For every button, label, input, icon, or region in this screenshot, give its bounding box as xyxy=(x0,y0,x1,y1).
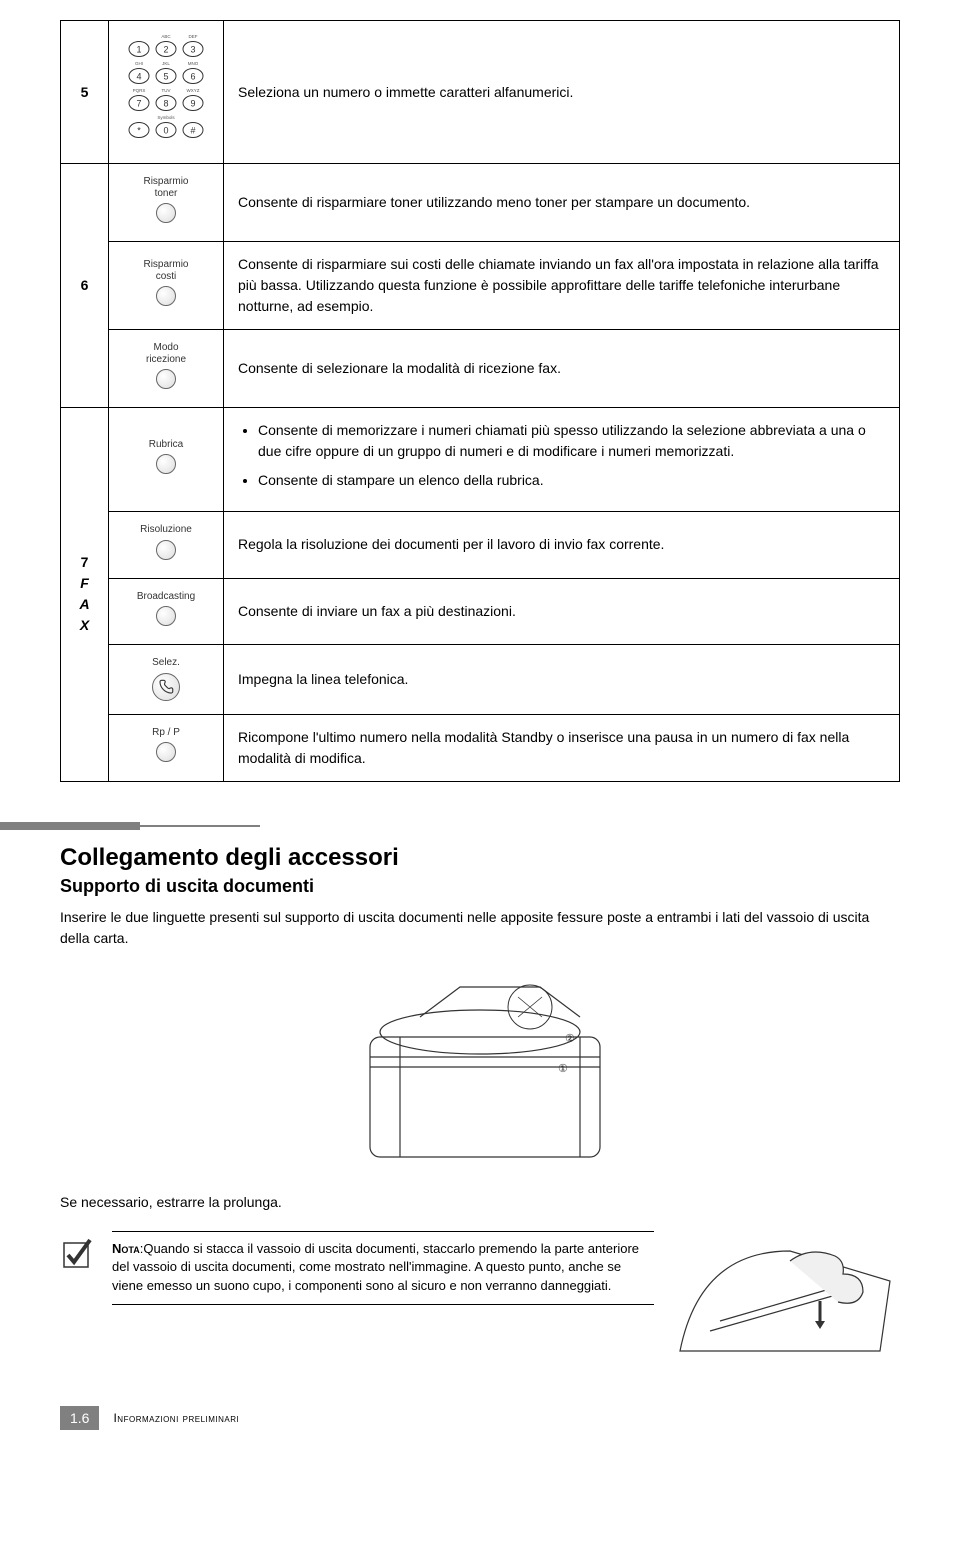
row-description: Seleziona un numero o immette caratteri … xyxy=(224,21,900,164)
note-label: Nota xyxy=(112,1241,140,1256)
row-description: Consente di risparmiare sui costi delle … xyxy=(224,242,900,330)
page-number: 1.6 xyxy=(60,1406,99,1430)
table-row: Rp / P Ricompone l'ultimo numero nella m… xyxy=(61,714,900,781)
svg-text:DEF: DEF xyxy=(189,34,198,39)
button-circle-icon xyxy=(156,454,176,474)
svg-text:PQRS: PQRS xyxy=(133,88,146,93)
button-circle-icon xyxy=(156,742,176,762)
icon-label: Broadcasting xyxy=(123,591,209,603)
table-row: Modoricezione Consente di selezionare la… xyxy=(61,330,900,408)
detach-illustration xyxy=(670,1231,900,1366)
table-row: Broadcasting Consente di inviare un fax … xyxy=(61,578,900,645)
row-group-label: 7 F A X xyxy=(61,408,109,782)
row-description: Ricompone l'ultimo numero nella modalità… xyxy=(224,714,900,781)
button-icon-cell: Risparmiocosti xyxy=(109,242,224,330)
svg-text:6: 6 xyxy=(190,72,195,82)
svg-text:#: # xyxy=(190,126,195,136)
section-divider xyxy=(0,822,300,830)
note-text: Nota:Quando si stacca il vassoio di usci… xyxy=(112,1231,654,1306)
phone-icon xyxy=(152,673,180,701)
row-number: 5 xyxy=(61,21,109,164)
table-row: Selez. Impegna la linea telefonica. xyxy=(61,645,900,715)
svg-text:②: ② xyxy=(565,1033,575,1045)
chapter-name: Informazioni preliminari xyxy=(113,1411,239,1425)
button-circle-icon xyxy=(156,203,176,223)
svg-text:0: 0 xyxy=(163,126,168,136)
page-footer: 1.6 Informazioni preliminari xyxy=(60,1406,900,1430)
section-title: Collegamento degli accessori xyxy=(60,844,900,872)
svg-text:*: * xyxy=(137,126,141,136)
button-circle-icon xyxy=(156,540,176,560)
svg-text:3: 3 xyxy=(190,45,195,55)
icon-label: Risparmiocosti xyxy=(123,259,209,282)
row-description: Consente di risparmiare toner utilizzand… xyxy=(224,164,900,242)
button-circle-icon xyxy=(156,606,176,626)
icon-label: Rubrica xyxy=(123,439,209,451)
row-description: Impegna la linea telefonica. xyxy=(224,645,900,715)
svg-text:WXYZ: WXYZ xyxy=(187,88,200,93)
svg-text:JKL: JKL xyxy=(162,61,170,66)
svg-text:5: 5 xyxy=(163,72,168,82)
printer-illustration: ① ② xyxy=(60,967,900,1172)
button-circle-icon xyxy=(156,286,176,306)
button-circle-icon xyxy=(156,369,176,389)
list-item: Consente di memorizzare i numeri chiamat… xyxy=(258,420,885,462)
table-row: 6 Risparmiotoner Consente di risparmiare… xyxy=(61,164,900,242)
svg-text:GHI: GHI xyxy=(135,61,143,66)
button-icon-cell: Rp / P xyxy=(109,714,224,781)
subsection-title: Supporto di uscita documenti xyxy=(60,876,900,897)
svg-text:①: ① xyxy=(558,1063,568,1075)
keypad-icon: 1 ABC 2 DEF 3 GHI 4 JKL 5 MNO 6 PQRS 7 TUV 8 WXYZ 9 * Symb… xyxy=(109,21,224,164)
svg-text:TUV: TUV xyxy=(162,88,171,93)
svg-text:ABC: ABC xyxy=(161,34,171,39)
table-row: 5 1 ABC 2 DEF 3 GHI 4 JKL 5 MNO 6 PQRS 7 TUV 8 WXYZ 9 * Sy… xyxy=(61,21,900,164)
button-icon-cell: Modoricezione xyxy=(109,330,224,408)
button-icon-cell: Broadcasting xyxy=(109,578,224,645)
icon-label: Risoluzione xyxy=(123,524,209,536)
list-item: Consente di stampare un elenco della rub… xyxy=(258,470,885,491)
icon-label: Rp / P xyxy=(123,727,209,739)
body-paragraph: Se necessario, estrarre la prolunga. xyxy=(60,1192,900,1213)
icon-label: Selez. xyxy=(123,657,209,669)
row-description: Consente di inviare un fax a più destina… xyxy=(224,578,900,645)
svg-text:4: 4 xyxy=(136,72,141,82)
svg-text:MNO: MNO xyxy=(188,61,199,66)
button-icon-cell: Risoluzione xyxy=(109,512,224,579)
row-number: 6 xyxy=(61,164,109,408)
row-description: Consente di memorizzare i numeri chiamat… xyxy=(224,408,900,512)
row-description: Consente di selezionare la modalità di r… xyxy=(224,330,900,408)
note-body: :Quando si stacca il vassoio di uscita d… xyxy=(112,1241,639,1294)
button-icon-cell: Risparmiotoner xyxy=(109,164,224,242)
feature-table: 5 1 ABC 2 DEF 3 GHI 4 JKL 5 MNO 6 PQRS 7 TUV 8 WXYZ 9 * Sy… xyxy=(60,20,900,782)
button-icon-cell: Rubrica xyxy=(109,408,224,512)
button-icon-cell: Selez. xyxy=(109,645,224,715)
table-row: Risoluzione Regola la risoluzione dei do… xyxy=(61,512,900,579)
row-description: Regola la risoluzione dei documenti per … xyxy=(224,512,900,579)
table-row: Risparmiocosti Consente di risparmiare s… xyxy=(61,242,900,330)
icon-label: Modoricezione xyxy=(123,342,209,365)
note-block: Nota:Quando si stacca il vassoio di usci… xyxy=(60,1231,900,1366)
svg-text:2: 2 xyxy=(163,45,168,55)
svg-text:9: 9 xyxy=(190,99,195,109)
svg-text:1: 1 xyxy=(136,45,141,55)
svg-text:Symbols: Symbols xyxy=(157,115,175,120)
icon-label: Risparmiotoner xyxy=(123,176,209,199)
checkmark-icon xyxy=(60,1235,96,1276)
table-row: 7 F A X Rubrica Consente di memorizzare … xyxy=(61,408,900,512)
svg-text:7: 7 xyxy=(136,99,141,109)
svg-text:8: 8 xyxy=(163,99,168,109)
body-paragraph: Inserire le due linguette presenti sul s… xyxy=(60,907,900,949)
